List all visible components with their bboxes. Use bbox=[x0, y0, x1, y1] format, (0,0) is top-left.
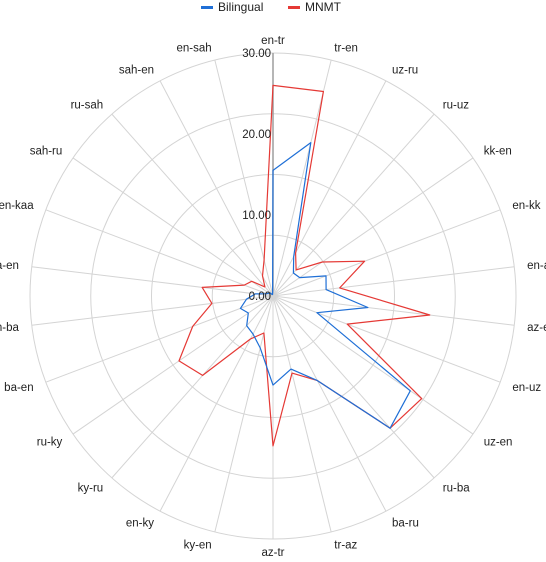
legend-item-bilingual[interactable]: Bilingual bbox=[201, 0, 263, 14]
spoke-uz-en bbox=[272, 295, 474, 435]
tick-label-0: 0.00 bbox=[249, 291, 271, 303]
legend-label-mnmt: MNMT bbox=[305, 0, 341, 14]
axis-label-tr-en: tr-en bbox=[334, 42, 358, 54]
spoke-ru-ky bbox=[72, 295, 274, 435]
axis-label-en-uz: en-uz bbox=[512, 382, 541, 394]
spoke-ru-ba bbox=[272, 295, 435, 479]
legend-swatch-bilingual bbox=[201, 5, 213, 9]
spoke-en-sah bbox=[214, 59, 274, 297]
spoke-en-kaa bbox=[45, 209, 274, 297]
radar-tick-labels: 0.00 10.00 20.00 30.00 bbox=[242, 48, 271, 303]
axis-label-sah-en: sah-en bbox=[119, 64, 154, 76]
spoke-tr-az bbox=[272, 295, 332, 533]
spoke-kaa-en bbox=[31, 266, 274, 297]
axis-label-en-ky: en-ky bbox=[126, 518, 154, 530]
spoke-ba-ru bbox=[272, 295, 387, 512]
axis-label-kk-en: kk-en bbox=[484, 146, 512, 158]
tick-label-2: 20.00 bbox=[242, 129, 271, 141]
axis-label-en-kaa: en-kaa bbox=[0, 200, 34, 212]
axis-label-ru-sah: ru-sah bbox=[71, 99, 104, 111]
series-bilingual bbox=[239, 142, 411, 429]
axis-label-ru-ky: ru-ky bbox=[37, 436, 63, 448]
axis-label-en-sah: en-sah bbox=[177, 42, 212, 54]
axis-label-en-kk: en-kk bbox=[512, 200, 540, 212]
spoke-en-kk bbox=[272, 209, 501, 297]
axis-label-ky-en: ky-en bbox=[184, 540, 212, 552]
spoke-ky-en bbox=[214, 295, 274, 533]
axis-label-en-tr: en-tr bbox=[261, 35, 285, 47]
spoke-sah-ru bbox=[72, 157, 274, 297]
axis-label-uz-ru: uz-ru bbox=[392, 64, 418, 76]
axis-label-ba-ru: ba-ru bbox=[392, 518, 419, 530]
spoke-en-ky bbox=[159, 295, 274, 512]
legend-swatch-mnmt bbox=[288, 5, 300, 9]
spoke-en-ba bbox=[31, 295, 274, 326]
axis-label-tr-az: tr-az bbox=[334, 540, 357, 552]
axis-label-kaa-en: kaa-en bbox=[0, 260, 19, 272]
tick-label-1: 10.00 bbox=[242, 210, 271, 222]
axis-label-uz-en: uz-en bbox=[484, 436, 513, 448]
spoke-uz-ru bbox=[272, 80, 387, 297]
legend: Bilingual MNMT bbox=[0, 0, 546, 16]
tick-label-3: 30.00 bbox=[242, 48, 271, 60]
spoke-ru-sah bbox=[111, 113, 274, 297]
axis-label-ru-ba: ru-ba bbox=[443, 483, 470, 495]
radar-series bbox=[178, 84, 431, 447]
spoke-kk-en bbox=[272, 157, 474, 297]
radar-spokes bbox=[31, 53, 515, 539]
axis-label-ky-ru: ky-ru bbox=[78, 483, 104, 495]
axis-label-sah-ru: sah-ru bbox=[30, 146, 63, 158]
spoke-ky-ru bbox=[111, 295, 274, 479]
axis-label-en-ba: en-ba bbox=[0, 322, 19, 334]
radar-axis-labels: en-tr tr-en uz-ru ru-uz kk-en en-kk en-az az-en… bbox=[0, 35, 546, 559]
axis-label-az-tr: az-tr bbox=[262, 547, 285, 559]
legend-label-bilingual: Bilingual bbox=[218, 0, 264, 14]
legend-item-mnmt[interactable]: MNMT bbox=[288, 0, 341, 14]
axis-label-ru-uz: ru-uz bbox=[443, 99, 469, 111]
axis-label-en-az: en-az bbox=[527, 260, 546, 272]
axis-label-az-en: az-en bbox=[527, 322, 546, 334]
series-mnmt bbox=[178, 84, 431, 447]
axis-label-ba-en: ba-en bbox=[4, 382, 33, 394]
spoke-en-uz bbox=[272, 295, 501, 383]
spoke-en-az bbox=[272, 266, 515, 297]
spoke-ba-en bbox=[45, 295, 274, 383]
spoke-sah-en bbox=[159, 80, 274, 297]
spoke-az-en bbox=[272, 295, 515, 326]
spoke-ru-uz bbox=[272, 113, 435, 297]
